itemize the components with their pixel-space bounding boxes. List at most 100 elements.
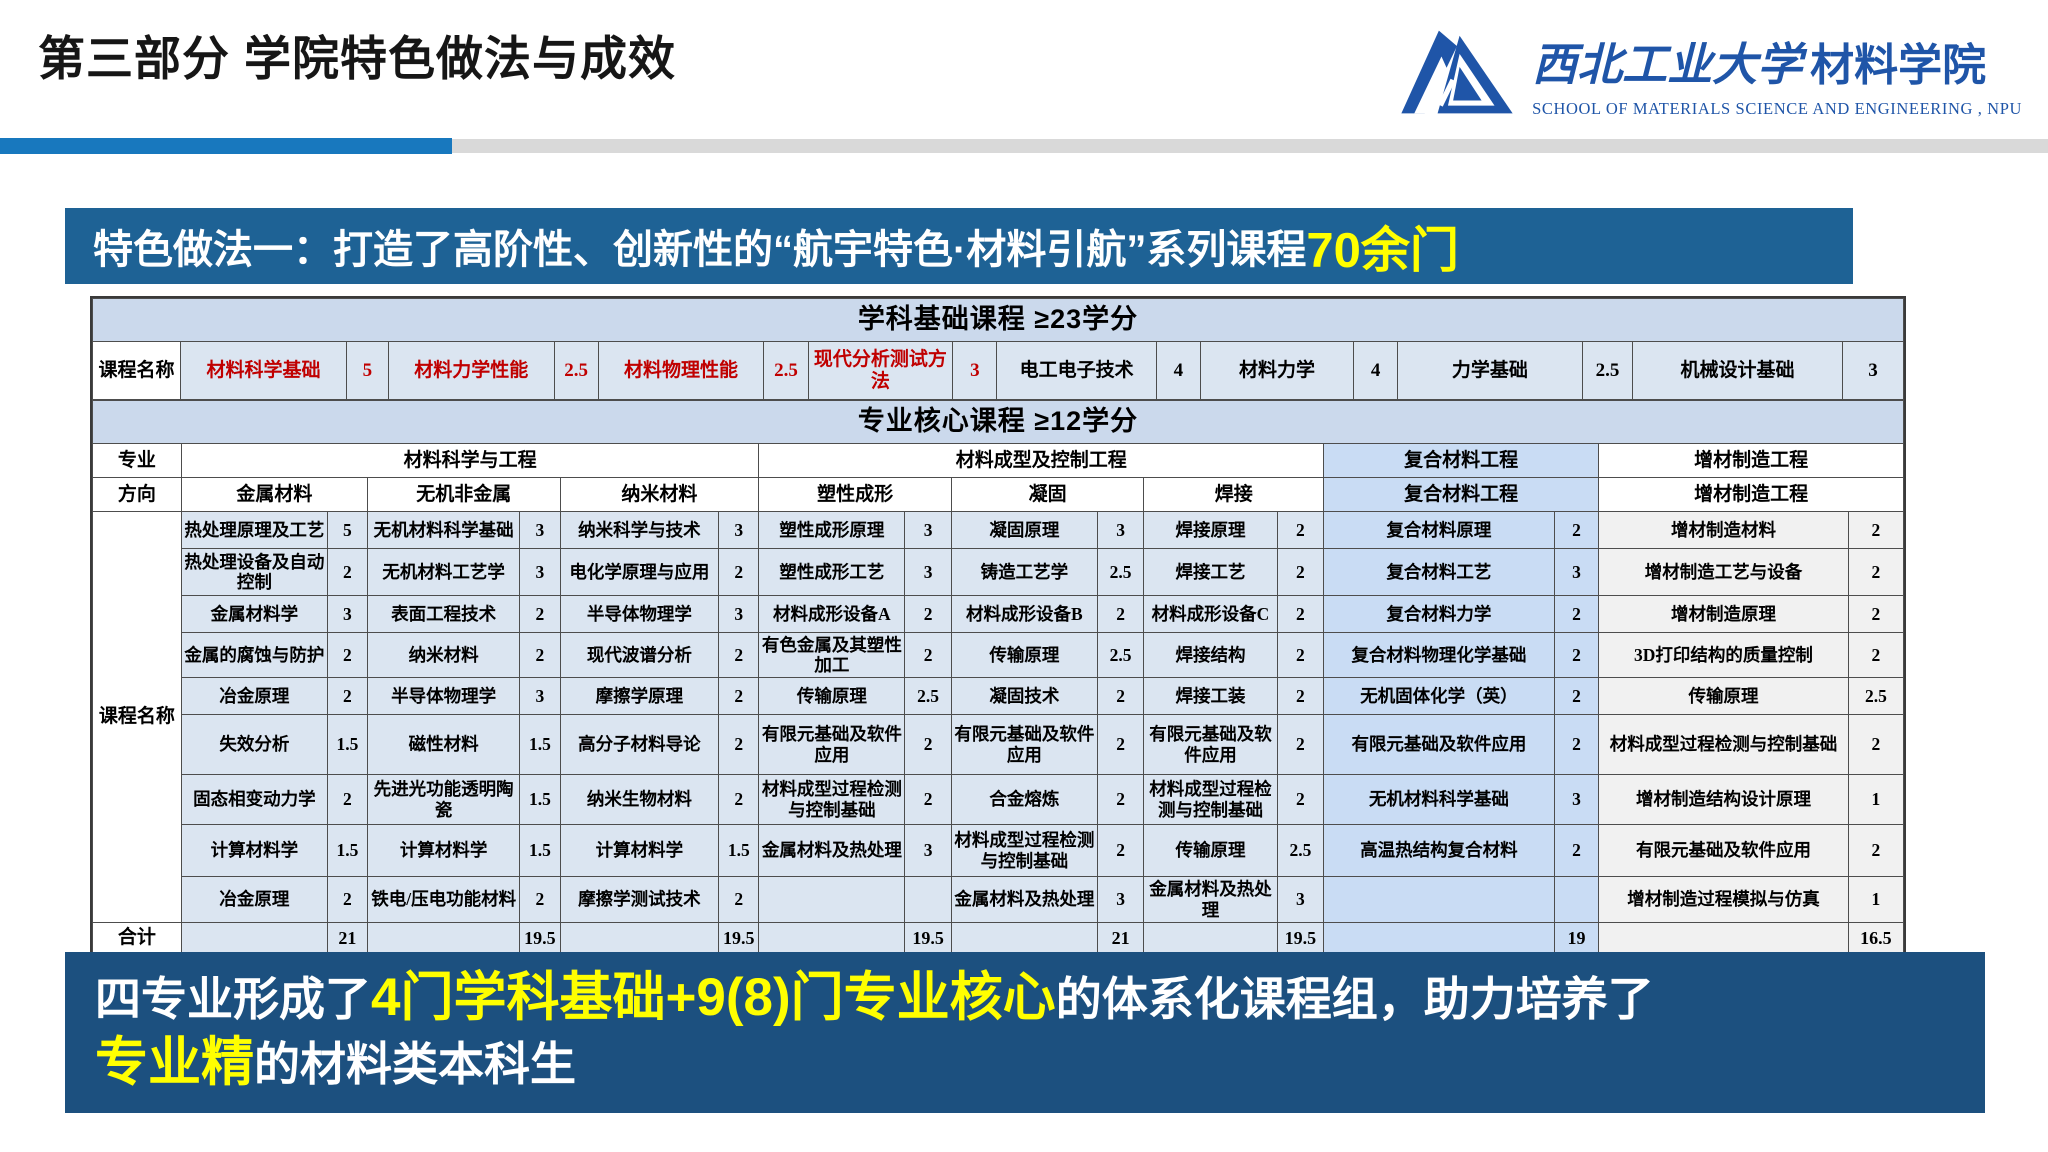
- course-name: 无机材料科学基础: [1323, 774, 1555, 825]
- foundation-course-credit: 4: [1353, 341, 1399, 400]
- course-credit: 2: [1553, 595, 1600, 633]
- foundation-course-credit: 2.5: [1581, 341, 1634, 400]
- course-credit: 2: [1847, 511, 1905, 549]
- course-name: 材料成形设备A: [758, 595, 906, 633]
- foundation-course-credit: 5: [345, 341, 389, 400]
- course-row: 冶金原理 2 半导体物理学 3 摩擦学原理 2 传输原理 2.5 凝固技术 2 焊接工装 2 无机固体化…: [93, 677, 1905, 715]
- course-name: 计算材料学: [559, 824, 720, 877]
- course-credit: 2.5: [1847, 677, 1905, 715]
- course-credit: 1.5: [326, 714, 369, 775]
- row-label-course-name: 课程名称: [91, 341, 182, 400]
- course-name: 复合材料工艺: [1323, 548, 1555, 596]
- course-name: 无机材料科学基础: [366, 511, 521, 549]
- banner-highlight-text: 70余门: [1306, 223, 1459, 278]
- course-credit: 2.5: [1096, 548, 1145, 596]
- course-credit: 3: [1553, 548, 1600, 596]
- course-name: 增材制造工艺与设备: [1598, 548, 1849, 596]
- foundation-course-credit: 2.5: [553, 341, 599, 400]
- course-row: 冶金原理 2 铁电/压电功能材料 2 摩擦学测试技术 2 金属材料及热处理 3 金属材料及热处理…: [93, 876, 1905, 923]
- course-name: 无机固体化学（英）: [1323, 677, 1555, 715]
- direction-name: 塑性成形: [758, 477, 952, 512]
- core-section-title: 专业核心课程 ≥12学分: [92, 400, 1904, 444]
- course-name: 金属材料及热处理: [758, 824, 906, 877]
- course-name: 摩擦学原理: [559, 677, 720, 715]
- major-name: 材料科学与工程: [180, 443, 760, 478]
- course-credit: 2: [326, 677, 369, 715]
- course-credit: 3: [519, 548, 561, 596]
- course-credit: 2: [904, 595, 952, 633]
- total-credit: 19.5: [904, 922, 952, 954]
- course-credit: 1.5: [718, 824, 760, 877]
- course-credit: [1553, 876, 1600, 923]
- course-credit: 2: [1847, 632, 1905, 678]
- direction-name: 纳米材料: [559, 477, 760, 512]
- course-credit: 2: [1096, 774, 1145, 825]
- course-name: [1323, 876, 1555, 923]
- course-credit: 2: [1553, 714, 1600, 775]
- course-credit: 1.5: [519, 824, 561, 877]
- total-spacer: [950, 922, 1098, 954]
- banner-text: 四专业形成了: [95, 973, 371, 1025]
- course-name: 材料成型过程检测与控制基础: [1598, 714, 1849, 775]
- course-name: 冶金原理: [180, 876, 328, 923]
- course-credit: 2: [1847, 548, 1905, 596]
- banner-text: 的体系化课程组，助力培养了: [1055, 973, 1654, 1025]
- total-spacer: [366, 922, 521, 954]
- course-credit: 2: [1276, 774, 1325, 825]
- course-name: 有限元基础及软件应用: [758, 714, 906, 775]
- direction-name: 焊接: [1143, 477, 1325, 512]
- course-tables: 学科基础课程 ≥23学分 课程名称 材料科学基础 5 材料力学性能 2.5 材料物理性能…: [90, 296, 1906, 956]
- course-credit: 2: [718, 714, 760, 775]
- total-spacer: [1598, 922, 1849, 954]
- title-divider: [0, 138, 2048, 154]
- foundation-section-title: 学科基础课程 ≥23学分: [92, 298, 1904, 342]
- course-name: 复合材料原理: [1323, 511, 1555, 549]
- foundation-course-name: 材料力学: [1199, 341, 1355, 400]
- course-row: 失效分析 1.5 磁性材料 1.5 高分子材料导论 2 有限元基础及软件应用 2 有限元基础及软…: [93, 714, 1905, 775]
- foundation-course-table: 学科基础课程 ≥23学分 课程名称 材料科学基础 5 材料力学性能 2.5 材料物理性能…: [91, 298, 1905, 400]
- logo-university-name: 西北工业大学: [1532, 40, 1803, 90]
- course-name: 增材制造材料: [1598, 511, 1849, 549]
- course-name: 合金熔炼: [950, 774, 1098, 825]
- foundation-course-credit: 4: [1155, 341, 1201, 400]
- course-name: 增材制造结构设计原理: [1598, 774, 1849, 825]
- total-credit: 21: [1096, 922, 1145, 954]
- course-credit: 2: [326, 548, 369, 596]
- course-name: 有色金属及其塑性加工: [758, 632, 906, 678]
- total-spacer: [758, 922, 906, 954]
- course-credit: 2: [1276, 548, 1325, 596]
- course-credit: 2: [326, 876, 369, 923]
- total-credit: 19.5: [718, 922, 760, 954]
- banner-highlight-text: 专业精: [95, 1032, 254, 1092]
- logo: 西北工业大学 材料学院 SCHOOL OF MATERIALS SCIENCE …: [1398, 28, 2022, 119]
- course-credit: 1: [1847, 774, 1905, 825]
- total-credit: 19: [1553, 922, 1600, 954]
- course-credit: 2: [718, 774, 760, 825]
- course-name: 焊接原理: [1143, 511, 1278, 549]
- course-credit: 2: [1847, 595, 1905, 633]
- npu-logo-mark: [1401, 30, 1513, 114]
- course-credit: 2.5: [904, 677, 952, 715]
- foundation-course-name: 材料科学基础: [180, 341, 347, 400]
- course-credit: 2: [1553, 511, 1600, 549]
- total-spacer: [1143, 922, 1278, 954]
- course-name: 半导体物理学: [559, 595, 720, 633]
- course-name: 计算材料学: [180, 824, 328, 877]
- course-name: 铸造工艺学: [950, 548, 1098, 596]
- course-name: 焊接工艺: [1143, 548, 1278, 596]
- course-name: 摩擦学测试技术: [559, 876, 720, 923]
- course-credit: 5: [326, 511, 369, 549]
- direction-name: 复合材料工程: [1323, 477, 1600, 512]
- foundation-course-name: 力学基础: [1397, 341, 1583, 400]
- course-name: 现代波谱分析: [559, 632, 720, 678]
- course-name: 无机材料工艺学: [366, 548, 521, 596]
- course-name: 材料成形设备C: [1143, 595, 1278, 633]
- course-credit: 2: [904, 714, 952, 775]
- course-credit: 2: [519, 595, 561, 633]
- course-name: 铁电/压电功能材料: [366, 876, 521, 923]
- major-name: 材料成型及控制工程: [758, 443, 1325, 478]
- course-name: 塑性成形原理: [758, 511, 906, 549]
- course-credit: 3: [1553, 774, 1600, 825]
- course-name: 焊接工装: [1143, 677, 1278, 715]
- course-credit: 3: [718, 511, 760, 549]
